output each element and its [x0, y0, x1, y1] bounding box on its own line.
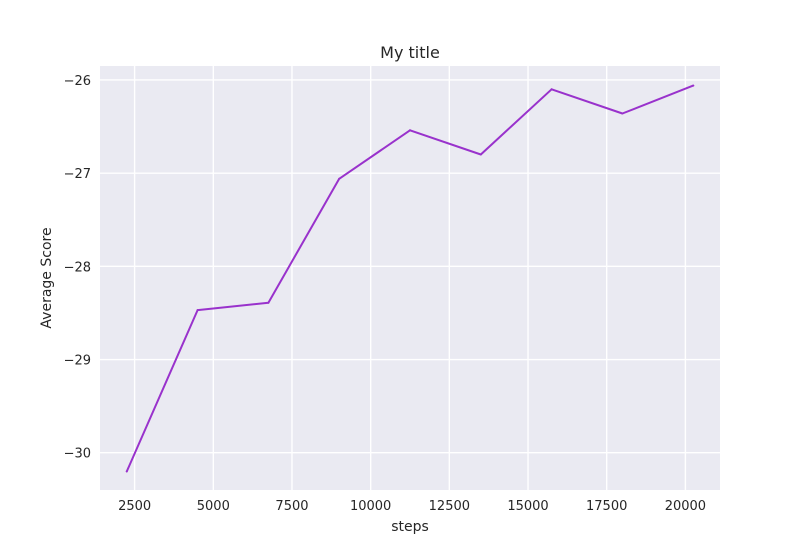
- data-point: [196, 309, 199, 312]
- data-point: [479, 153, 482, 156]
- y-axis-label: Average Score: [39, 227, 55, 328]
- y-tick-label: −26: [64, 74, 91, 89]
- data-point: [338, 177, 341, 180]
- data-point: [550, 88, 553, 91]
- y-tick-label: −29: [64, 354, 91, 369]
- x-tick-label: 17500: [586, 499, 627, 514]
- x-tick-label: 7500: [275, 499, 308, 514]
- plot-area: [100, 66, 720, 490]
- x-tick-label: 2500: [118, 499, 151, 514]
- chart-title: My title: [380, 43, 440, 62]
- x-axis-label: steps: [391, 519, 429, 535]
- x-tick-label: 10000: [350, 499, 391, 514]
- y-tick-label: −28: [64, 260, 91, 275]
- x-tick-label: 20000: [665, 499, 706, 514]
- data-point: [409, 129, 411, 132]
- data-point: [125, 470, 128, 473]
- x-tick-label: 5000: [197, 499, 230, 514]
- grid-lines: [100, 66, 720, 490]
- data-point: [267, 301, 270, 304]
- x-tick-label: 12500: [429, 499, 470, 514]
- tick-labels: 2500 5000 7500 10000 12500 15000 17500 20000 −26…: [64, 74, 706, 514]
- series-layer: [125, 84, 695, 473]
- x-tick-label: 15000: [507, 499, 548, 514]
- data-point: [621, 112, 624, 115]
- data-point: [692, 84, 695, 87]
- y-tick-label: −27: [64, 167, 91, 182]
- y-tick-label: −30: [64, 447, 91, 462]
